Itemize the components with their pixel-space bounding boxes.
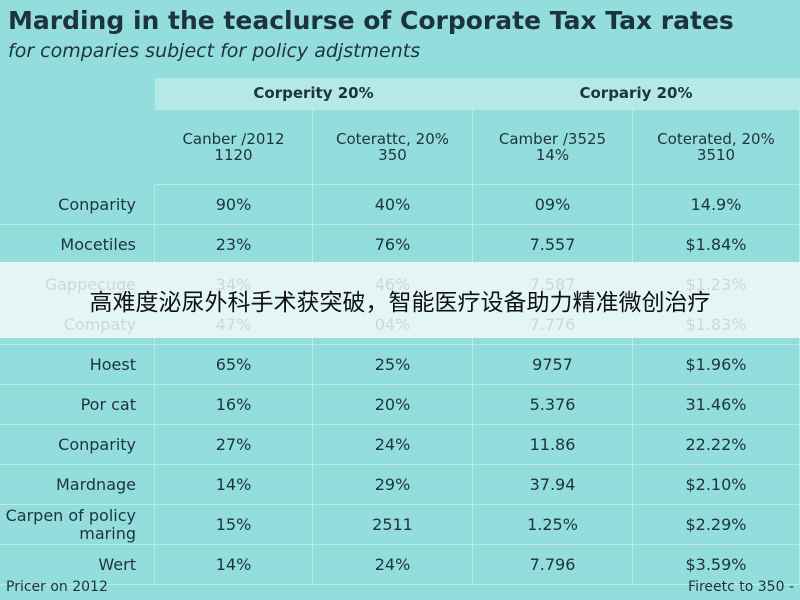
cell: 65% [155, 345, 313, 385]
cell: $1.96% [633, 345, 800, 385]
row-label: Mardnage [0, 465, 155, 505]
cell: 15% [155, 505, 313, 545]
cell: 14.9% [633, 185, 800, 225]
group-header: Corperity 20% [155, 78, 473, 110]
cell: $2.29% [633, 505, 800, 545]
subheader-label: Coterated, 20% [657, 129, 775, 148]
cell: 24% [313, 545, 473, 585]
cell: 09% [473, 185, 633, 225]
banner: 高难度泌尿外科手术获突破，智能医疗设备助力精准微创治疗 [0, 262, 800, 338]
cell: 16% [155, 385, 313, 425]
subheader-label: Canber /2012 [182, 129, 285, 148]
cell: 90% [155, 185, 313, 225]
cell: 76% [313, 225, 473, 265]
cell: 31.46% [633, 385, 800, 425]
subtitle: for comparies subject for policy adjstme… [8, 40, 421, 62]
cell: 20% [313, 385, 473, 425]
row-label: Mocetiles [0, 225, 155, 265]
subheader: Coterated, 20% 3510 [633, 110, 800, 185]
group-header: Corpariy 20% [473, 78, 800, 110]
row-label: Conparity [0, 425, 155, 465]
cell: 37.94 [473, 465, 633, 505]
subheader-value: 3510 [696, 146, 736, 164]
footer-left: Pricer on 2012 [6, 579, 108, 595]
title: Marding in the teaclurse of Corporate Ta… [8, 6, 734, 35]
cell: 7.796 [473, 545, 633, 585]
cell: 14% [155, 465, 313, 505]
cell: 9757 [473, 345, 633, 385]
cell: 27% [155, 425, 313, 465]
cell: 14% [155, 545, 313, 585]
row-label: Conparity [0, 185, 155, 225]
cell: 5.376 [473, 385, 633, 425]
subheader-value: 350 [378, 146, 407, 164]
cell: 22.22% [633, 425, 800, 465]
subheader-value: 14% [535, 146, 570, 164]
subheader: Coterattc, 20% 350 [313, 110, 473, 185]
row-label: Wert [0, 545, 155, 585]
cell: $1.84% [633, 225, 800, 265]
cell: $2.10% [633, 465, 800, 505]
subheader-label: Camber /3525 [498, 129, 607, 148]
footer-right: Fireetc to 350 - [688, 579, 794, 595]
cell: 24% [313, 425, 473, 465]
row-label: Carpen of policy maring [0, 505, 155, 545]
subheader: Camber /3525 14% [473, 110, 633, 185]
subheader-label: Coterattc, 20% [335, 129, 449, 148]
row-label: Por cat [0, 385, 155, 425]
cell: 40% [313, 185, 473, 225]
cell: 23% [155, 225, 313, 265]
cell: 25% [313, 345, 473, 385]
cell: 11.86 [473, 425, 633, 465]
cell: 1.25% [473, 505, 633, 545]
cell: 2511 [313, 505, 473, 545]
cell: 29% [313, 465, 473, 505]
subheader-value: 1120 [214, 146, 253, 164]
subheader: Canber /2012 1120 [155, 110, 313, 185]
row-label: Hoest [0, 345, 155, 385]
cell: 7.557 [473, 225, 633, 265]
